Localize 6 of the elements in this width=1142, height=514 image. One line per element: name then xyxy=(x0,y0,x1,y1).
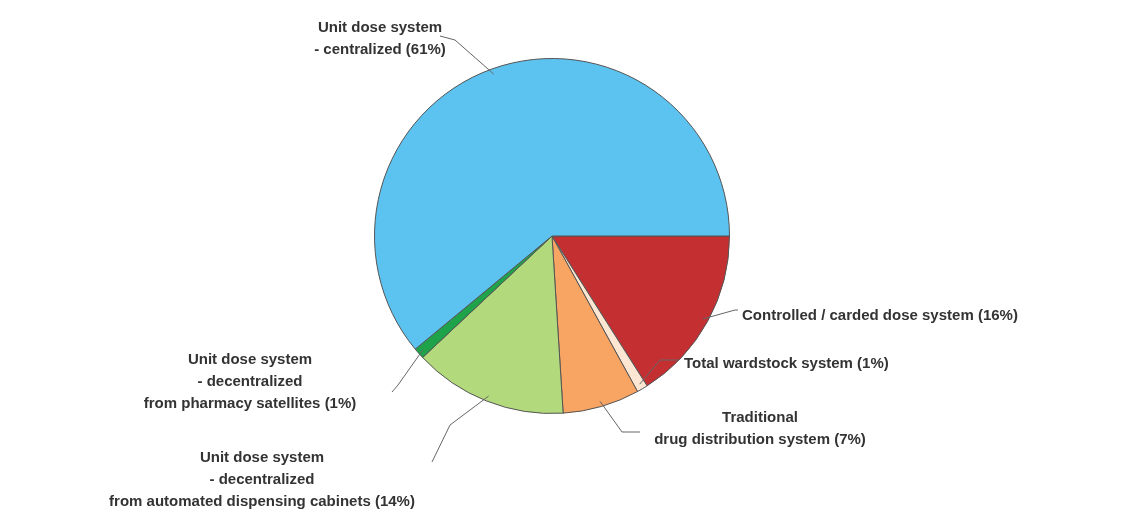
slice-label: Unit dose system - decentralized from pharmacy satellites (1%) xyxy=(143,350,357,412)
slice-label: Unit dose system - decentralized from automated dispensing cabinets (14%) xyxy=(109,448,415,510)
slice-label: Total wardstock system (1%) xyxy=(684,354,889,372)
slice-label: Unit dose system - centralized (61%) xyxy=(314,18,446,58)
slice-label: Traditional drug distribution system (7%) xyxy=(654,408,866,448)
slice-label: Controlled / carded dose system (16%) xyxy=(742,306,1018,324)
